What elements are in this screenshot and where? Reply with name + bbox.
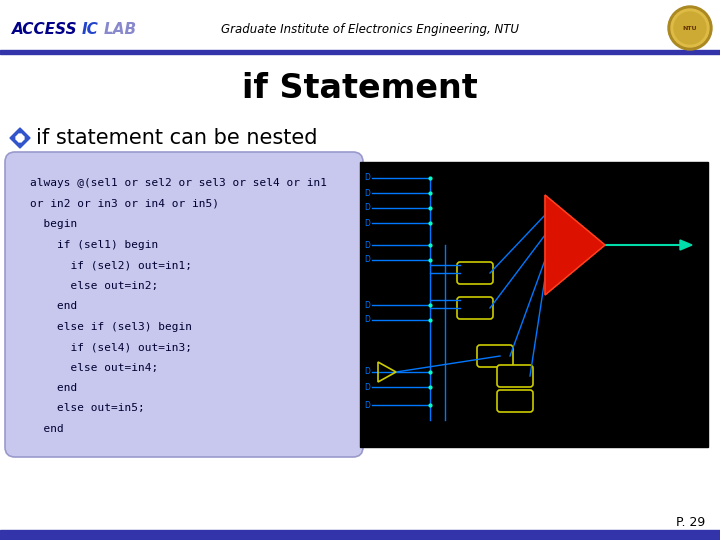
Text: P. 29: P. 29	[676, 516, 705, 529]
Polygon shape	[15, 133, 25, 143]
Text: D: D	[364, 368, 370, 376]
FancyBboxPatch shape	[457, 297, 493, 319]
Text: if (sel1) begin: if (sel1) begin	[30, 240, 158, 249]
Text: D: D	[364, 219, 370, 227]
Text: if (sel2) out=in1;: if (sel2) out=in1;	[30, 260, 192, 270]
Text: if Statement: if Statement	[242, 71, 478, 105]
Polygon shape	[18, 129, 22, 133]
Text: end: end	[30, 383, 77, 393]
Polygon shape	[25, 136, 29, 140]
Text: D: D	[364, 240, 370, 249]
Text: else out=in5;: else out=in5;	[30, 403, 145, 414]
FancyBboxPatch shape	[497, 365, 533, 387]
Text: always @(sel1 or sel2 or sel3 or sel4 or in1: always @(sel1 or sel2 or sel3 or sel4 or…	[30, 178, 327, 188]
Polygon shape	[680, 240, 692, 250]
Bar	[0, 50, 720, 54]
Circle shape	[674, 12, 706, 44]
Text: end: end	[30, 301, 77, 311]
Text: D: D	[364, 255, 370, 265]
Text: D: D	[364, 401, 370, 409]
Text: ACCESS: ACCESS	[12, 23, 78, 37]
FancyBboxPatch shape	[5, 152, 363, 457]
Text: if (sel4) out=in3;: if (sel4) out=in3;	[30, 342, 192, 352]
Polygon shape	[545, 195, 605, 295]
Text: begin: begin	[30, 219, 77, 229]
Polygon shape	[10, 128, 30, 148]
Text: LAB: LAB	[104, 23, 137, 37]
Text: D: D	[364, 300, 370, 309]
FancyBboxPatch shape	[477, 345, 513, 367]
Bar	[360, 162, 708, 447]
Circle shape	[668, 6, 712, 50]
Text: IC: IC	[82, 23, 99, 37]
Circle shape	[671, 9, 709, 47]
Text: D: D	[364, 188, 370, 198]
Text: or in2 or in3 or in4 or in5): or in2 or in3 or in4 or in5)	[30, 199, 219, 208]
Text: end: end	[30, 424, 64, 434]
Text: D: D	[364, 173, 370, 183]
Text: if statement can be nested: if statement can be nested	[36, 128, 318, 148]
Text: D: D	[364, 315, 370, 325]
Text: NTU: NTU	[683, 25, 697, 30]
FancyBboxPatch shape	[457, 262, 493, 284]
Polygon shape	[18, 143, 22, 147]
Bar	[0, 530, 720, 540]
Text: else out=in4;: else out=in4;	[30, 362, 158, 373]
Text: else if (sel3) begin: else if (sel3) begin	[30, 321, 192, 332]
Text: Graduate Institute of Electronics Engineering, NTU: Graduate Institute of Electronics Engine…	[221, 24, 519, 37]
Text: D: D	[364, 382, 370, 392]
FancyBboxPatch shape	[497, 390, 533, 412]
Polygon shape	[11, 136, 15, 140]
Text: else out=in2;: else out=in2;	[30, 280, 158, 291]
Text: D: D	[364, 204, 370, 213]
